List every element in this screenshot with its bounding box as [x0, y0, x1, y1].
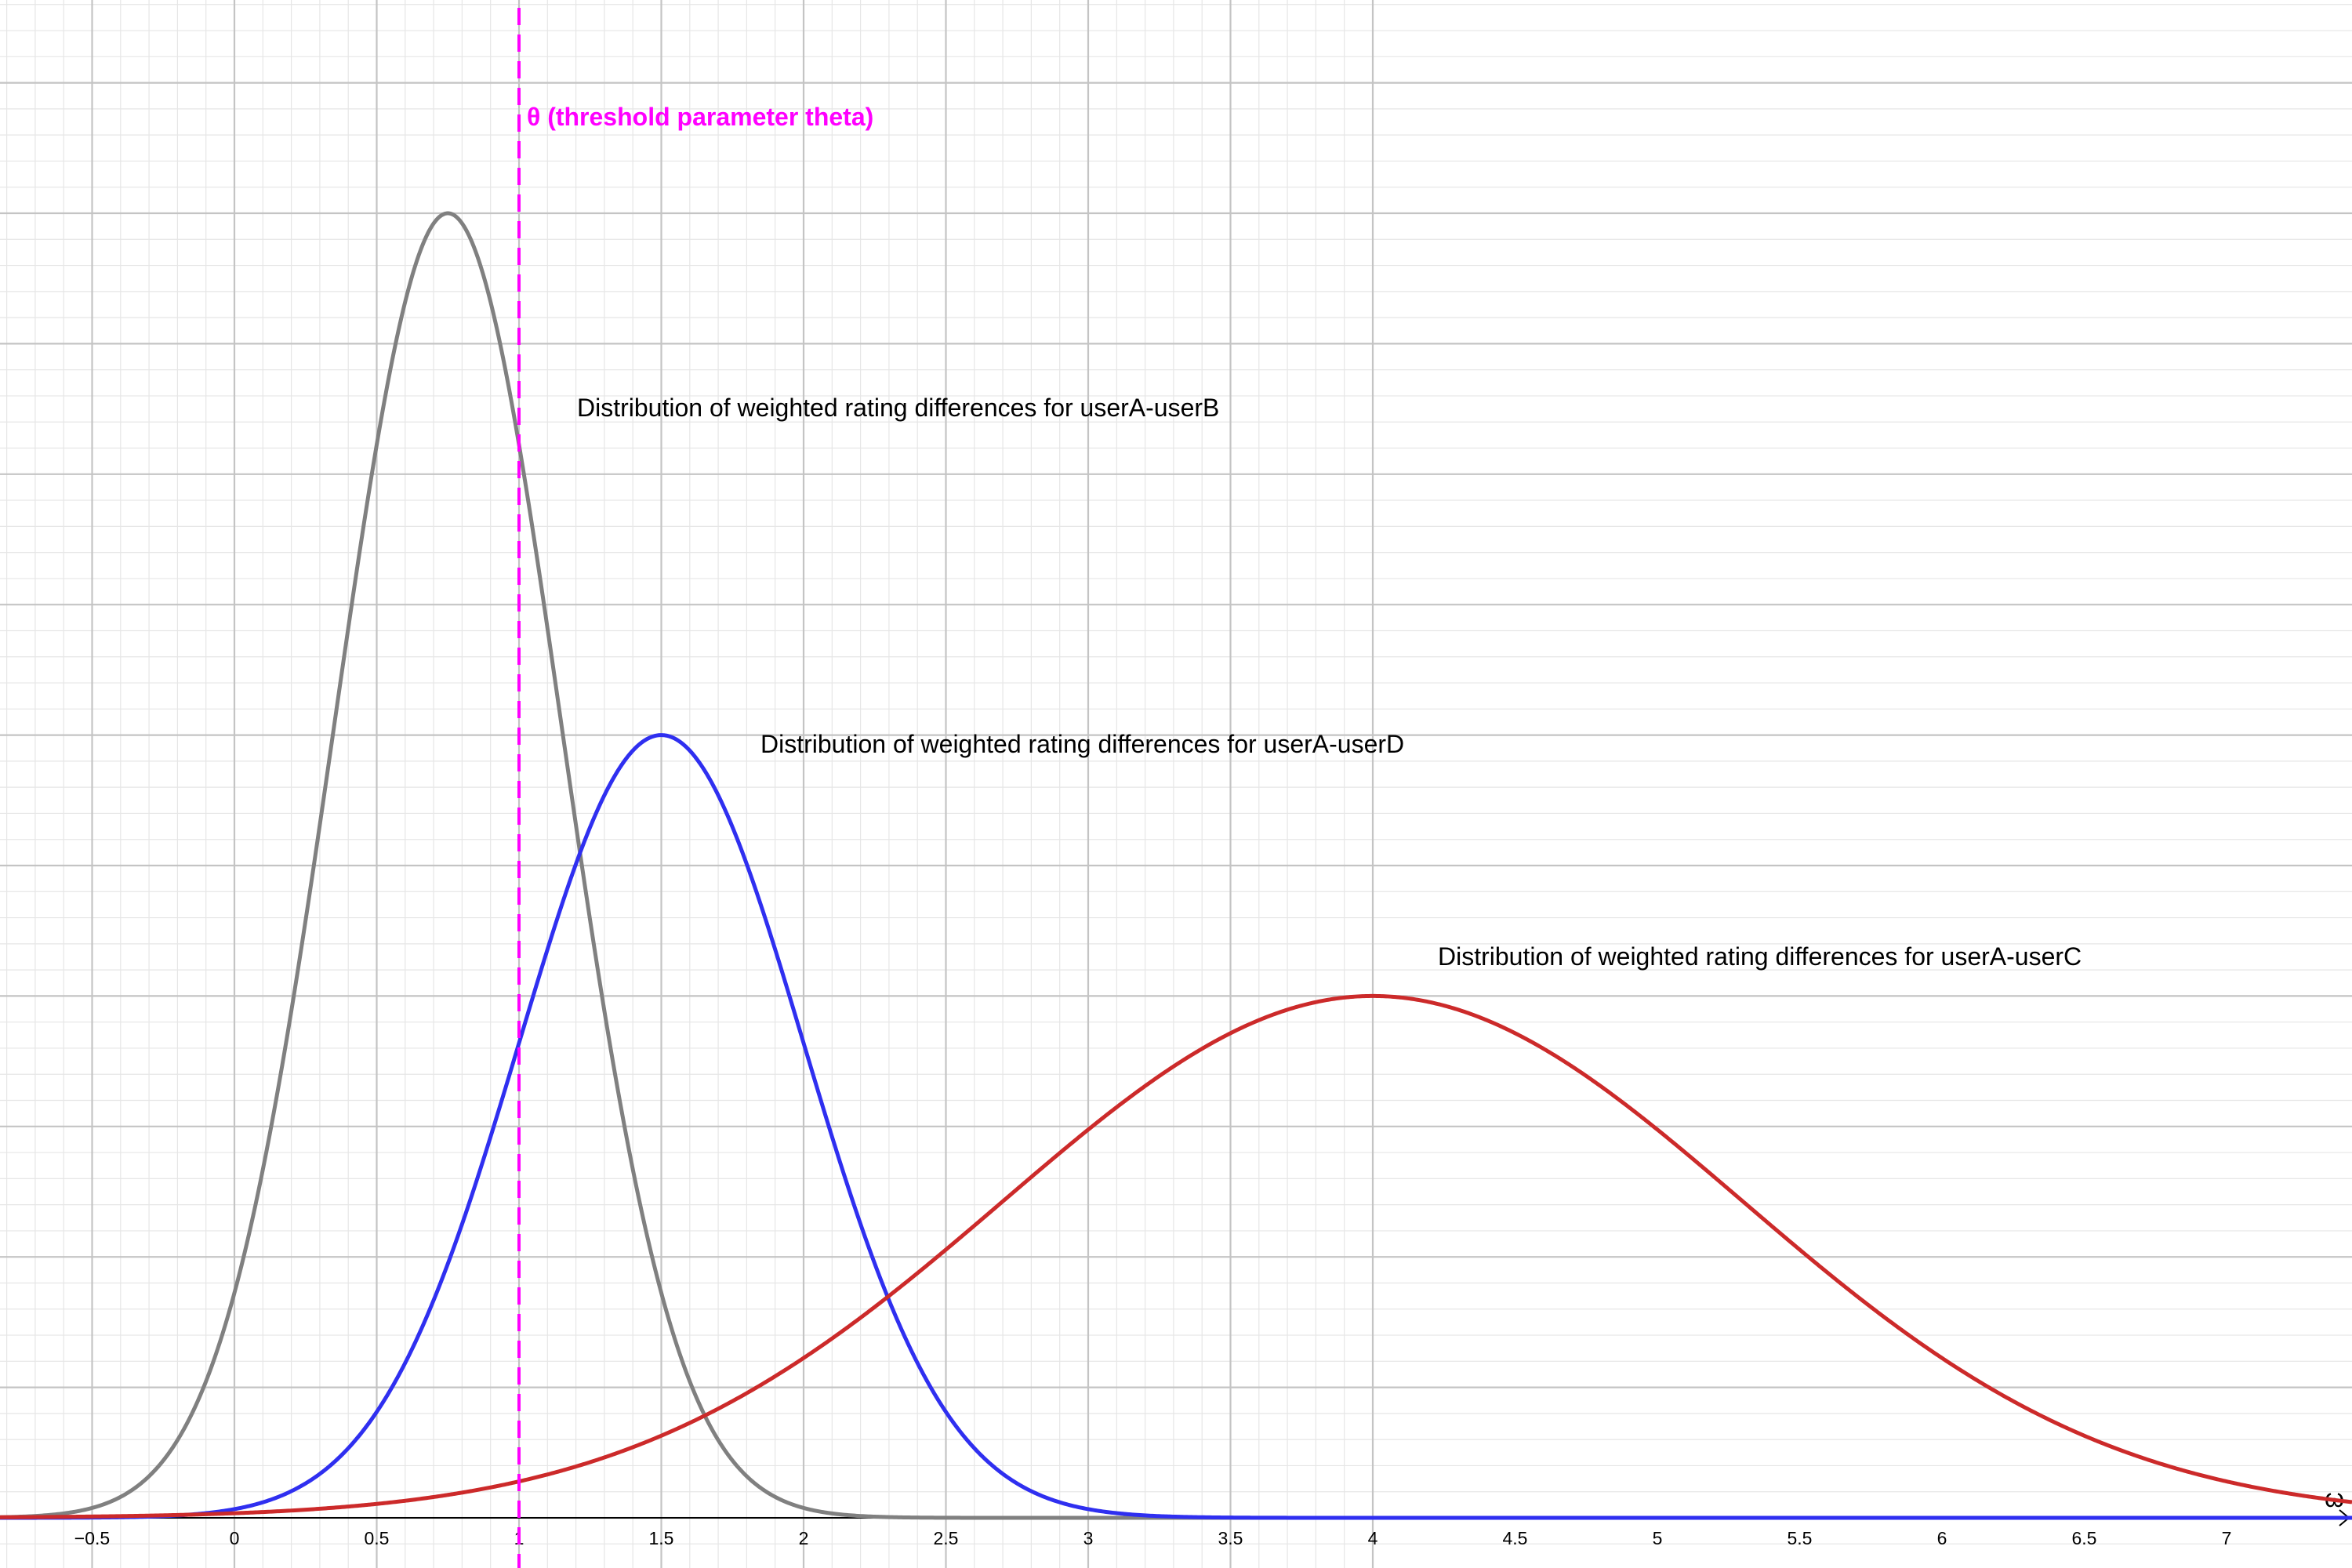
series-label-2: Distribution of weighted rating differen… — [1438, 942, 2082, 971]
x-tick-label: 3 — [1083, 1528, 1094, 1548]
x-tick-label: 3.5 — [1218, 1528, 1243, 1548]
x-tick-label: 7 — [2222, 1528, 2232, 1548]
distribution-curves — [0, 211, 2352, 1520]
x-tick-label: 0.5 — [365, 1528, 390, 1548]
x-tick-label: 4.5 — [1503, 1528, 1528, 1548]
x-tick-labels: −0.500.511.522.533.544.555.566.57 — [74, 1528, 2232, 1548]
threshold-label: θ (threshold parameter theta) — [527, 103, 873, 131]
x-tick-label: 6.5 — [2072, 1528, 2097, 1548]
x-tick-label: 5 — [1653, 1528, 1663, 1548]
series-labels: Distribution of weighted rating differen… — [577, 394, 2082, 971]
x-tick-label: −0.5 — [74, 1528, 110, 1548]
series-label-0: Distribution of weighted rating differen… — [577, 394, 1219, 422]
x-tick-label: 4 — [1368, 1528, 1378, 1548]
series-line-2 — [0, 993, 2352, 1519]
x-tick-label: 6 — [1937, 1528, 1947, 1548]
x-tick-label: 2 — [799, 1528, 809, 1548]
x-tick-label: 0 — [230, 1528, 240, 1548]
x-tick-label: 2.5 — [934, 1528, 959, 1548]
threshold-layer: θ (threshold parameter theta) — [517, 8, 873, 1568]
x-tick-label: 5.5 — [1788, 1528, 1813, 1548]
series-label-1: Distribution of weighted rating differen… — [760, 730, 1404, 758]
x-tick-label: 1.5 — [649, 1528, 674, 1548]
series-line-1 — [0, 733, 2352, 1520]
